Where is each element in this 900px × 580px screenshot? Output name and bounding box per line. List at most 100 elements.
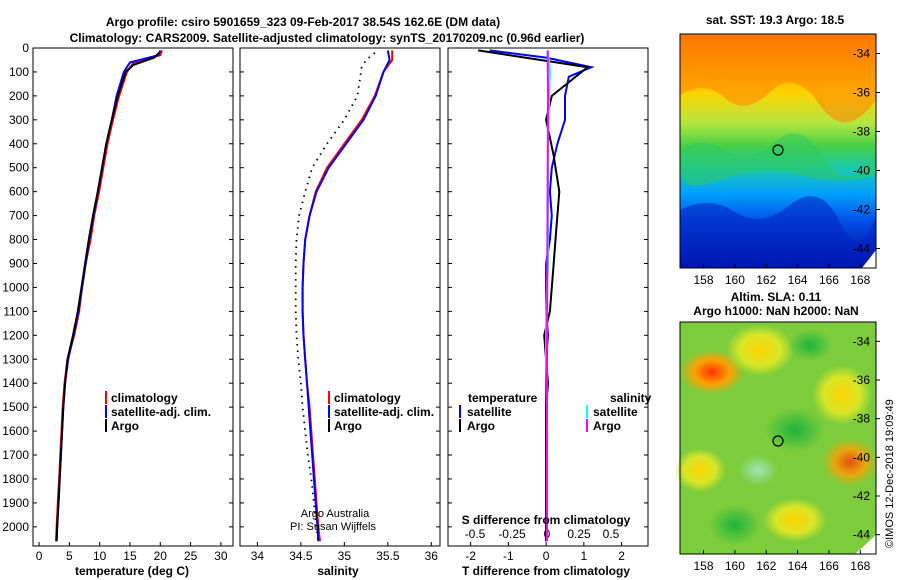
legend-label: satellite-adj. clim. — [111, 405, 211, 419]
lon-tick-label: 162 — [756, 559, 776, 573]
x-tick-label: 20 — [154, 549, 168, 563]
depth-tick-label: 600 — [9, 185, 29, 199]
lon-tick-label: 158 — [694, 559, 714, 573]
imos-stamp: ©IMOS 12-Dec-2018 19:09:49 — [884, 399, 896, 548]
depth-tick-label: 100 — [9, 65, 29, 79]
sla-map-frame — [679, 321, 877, 555]
depth-tick-label: 1700 — [2, 448, 29, 462]
s-diff-tick-label: -0.5 — [465, 527, 486, 541]
lat-tick-label: -38 — [853, 412, 871, 426]
depth-tick-label: 500 — [9, 161, 29, 175]
sla-low-anomaly — [738, 454, 778, 486]
depth-tick-label: 300 — [9, 113, 29, 127]
lat-tick-label: -44 — [853, 242, 871, 256]
s-diff-tick-label: -0.25 — [498, 527, 526, 541]
legend-label: Argo — [334, 419, 362, 433]
depth-tick-label: 1500 — [2, 400, 29, 414]
x-tick-label: -2 — [465, 549, 476, 563]
series-line-argo — [55, 52, 160, 542]
series-line-satellite — [301, 50, 391, 542]
legend-label: Argo — [467, 419, 495, 433]
x-tick-label: 15 — [123, 549, 137, 563]
legend-label: climatology — [111, 391, 178, 405]
figure-subtitle: Climatology: CARS2009. Satellite-adjuste… — [70, 31, 585, 45]
depth-tick-label: 1600 — [2, 424, 29, 438]
legend-label: satellite-adj. clim. — [334, 405, 434, 419]
argo-position-marker — [772, 435, 784, 447]
lon-tick-label: 168 — [850, 273, 870, 287]
depth-tick-label: 800 — [9, 233, 29, 247]
lon-tick-label: 164 — [788, 273, 808, 287]
series-line-argo — [294, 52, 376, 542]
s-diff-tick-label: 0.5 — [603, 527, 620, 541]
sla-anomaly — [763, 498, 827, 542]
sla-high-anomaly — [822, 438, 878, 486]
difference-series — [478, 49, 595, 542]
lon-tick-label: 166 — [819, 273, 839, 287]
credit-line1: Argo Australia — [301, 508, 370, 520]
lon-tick-label: 162 — [756, 273, 776, 287]
depth-tick-label: 200 — [9, 89, 29, 103]
lat-tick-label: -34 — [853, 334, 871, 348]
series-line-s-argo — [545, 50, 550, 542]
depth-tick-label: 0 — [22, 41, 29, 55]
x-tick-label: 35.5 — [376, 549, 400, 563]
depth-tick-label: 700 — [9, 209, 29, 223]
depth-tick-label: 2000 — [2, 520, 29, 534]
sla-low-anomaly — [765, 408, 825, 452]
x-tick-label: 0 — [543, 549, 550, 563]
lon-tick-label: 166 — [819, 559, 839, 573]
salinity-difference-axis: -0.5 -0.25 0 0.25 0.5 — [465, 527, 620, 541]
lat-tick-label: -40 — [853, 164, 871, 178]
lat-tick-label: -44 — [853, 528, 871, 542]
sst-lon-axis: 158 160 162 164 166 168 — [694, 264, 871, 287]
sla-map-subtitle: Argo h1000: NaN h2000: NaN — [693, 304, 858, 318]
series-line-satellite — [55, 50, 162, 542]
salinity-xlabel: salinity — [317, 564, 359, 578]
sla-anomaly — [812, 365, 872, 425]
legend-label: satellite — [467, 405, 512, 419]
depth-tick-label: 1800 — [2, 472, 29, 486]
lat-tick-label: -42 — [853, 489, 871, 503]
x-tick-label: 30 — [214, 549, 228, 563]
legend-label: satellite — [593, 405, 638, 419]
sst-map-title: sat. SST: 19.3 Argo: 18.5 — [706, 13, 845, 27]
lon-tick-label: 160 — [725, 273, 745, 287]
depth-tick-label: 1300 — [2, 352, 29, 366]
sla-map-title: Altim. SLA: 0.11 — [731, 290, 822, 304]
lat-tick-label: -40 — [853, 450, 871, 464]
depth-tick-label: 1000 — [2, 280, 29, 294]
sla-map — [674, 321, 878, 555]
lat-tick-label: -38 — [853, 125, 871, 139]
sst-map-frame — [679, 33, 877, 269]
difference-legend: temperature salinity satellite Argo sate… — [459, 391, 652, 433]
temperature-x-axis: 0 5 10 15 20 25 30 — [36, 542, 228, 563]
salinity-plot-frame — [239, 47, 441, 547]
land-patch — [855, 535, 876, 554]
sst-lat-axis: -34 -36 -38 -40 -42 -44 — [853, 47, 880, 256]
legend-header-salinity: salinity — [610, 391, 652, 405]
depth-tick-label: 400 — [9, 137, 29, 151]
difference-xlabel: T difference from climatology — [462, 564, 630, 578]
legend-label: climatology — [334, 391, 401, 405]
depth-tick-label: 900 — [9, 256, 29, 270]
depth-tick-label: 1200 — [2, 328, 29, 342]
legend-header-temperature: temperature — [468, 391, 538, 405]
x-tick-label: 34.5 — [289, 549, 313, 563]
sst-cold-band — [680, 196, 876, 268]
lat-tick-label: -36 — [853, 86, 871, 100]
sst-green-band — [680, 133, 876, 186]
x-tick-label: 25 — [184, 549, 198, 563]
s-difference-label: S difference from climatology — [462, 513, 631, 527]
x-tick-label: 34 — [251, 549, 265, 563]
x-tick-label: 0 — [36, 549, 43, 563]
lat-tick-label: -34 — [853, 47, 871, 61]
difference-x-axis: -2 -1 0 1 2 — [465, 542, 625, 563]
series-line-t-satellite — [489, 49, 595, 542]
argo-position-marker — [772, 144, 784, 156]
depth-tick-label: 1400 — [2, 376, 29, 390]
sla-high-anomaly — [680, 350, 744, 394]
salinity-series — [294, 50, 394, 542]
sla-lat-axis: -34 -36 -38 -40 -42 -44 — [853, 334, 880, 542]
